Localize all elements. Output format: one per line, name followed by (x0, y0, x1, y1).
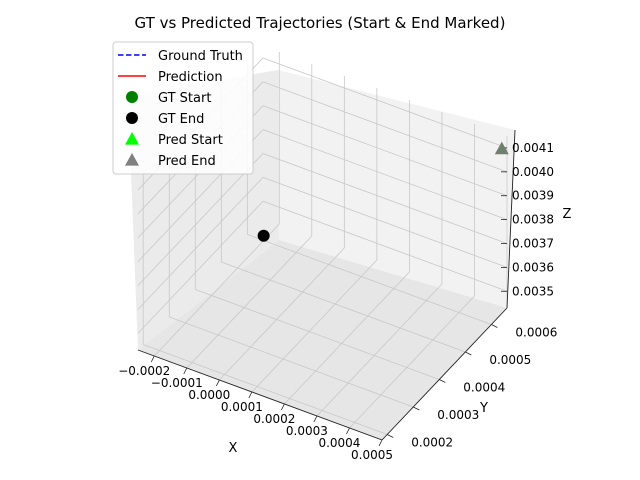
legend-label: Pred End (158, 154, 216, 169)
x-axis-ticks: −0.0002−0.00010.00000.00010.00020.00030.… (118, 355, 393, 462)
legend-entry-ground-truth: Ground Truth (118, 49, 243, 64)
y-tick-label: 0.0003 (437, 408, 479, 422)
legend-box (112, 41, 254, 175)
z-tick-label: 0.0036 (512, 260, 554, 274)
x-axis-label: X (229, 441, 238, 456)
legend-entry-gt-end: GT End (126, 112, 204, 127)
x-tick-label: 0.0002 (253, 412, 295, 426)
legend-swatch (125, 132, 139, 145)
legend-swatch (126, 112, 138, 124)
y-tick-label: 0.0005 (489, 353, 531, 367)
x-tick-label: −0.0001 (151, 376, 203, 390)
x-tick-label: 0.0000 (188, 388, 230, 402)
z-tick-label: 0.0041 (512, 141, 554, 155)
legend-entry-gt-start: GT Start (126, 91, 211, 106)
x-tick-label: 0.0003 (286, 424, 328, 438)
legend-label: Pred Start (158, 133, 223, 148)
legend-label: Ground Truth (158, 49, 243, 64)
data-points (257, 141, 509, 242)
z-tick-label: 0.0037 (512, 237, 554, 251)
y-tick-label: 0.0002 (411, 436, 453, 450)
x-tick-label: 0.0001 (221, 400, 263, 414)
legend-entry-pred-start: Pred Start (125, 132, 223, 148)
z-tick-label: 0.0038 (512, 213, 554, 227)
x-tick-label: 0.0005 (351, 448, 393, 462)
x-tick-label: −0.0002 (118, 364, 170, 378)
z-axis-ticks: 0.0035 0.0036 0.0037 0.0038 0.0039 0.0040 0.00… (501, 141, 554, 298)
axis-edges (137, 129, 516, 441)
legend-label: Prediction (158, 70, 223, 85)
legend-swatch (125, 153, 139, 166)
y-axis-label: Y (479, 401, 488, 416)
legend-label: GT Start (158, 91, 211, 106)
legend: Ground Truth Prediction GT Start GT End Pred… (112, 41, 254, 175)
legend-swatch (126, 91, 138, 103)
legend-label: GT End (158, 112, 204, 127)
y-axis-ticks: 0.0002 0.0003 0.0004 0.0005 0.0006 (387, 324, 557, 450)
y-tick-label: 0.0006 (515, 326, 557, 340)
chart-title: GT vs Predicted Trajectories (Start & En… (135, 14, 506, 32)
z-axis-label: Z (563, 207, 572, 222)
x-tick-label: 0.0004 (318, 436, 360, 450)
gt-end-marker (257, 229, 270, 242)
floor-pane (138, 240, 507, 440)
legend-entry-prediction: Prediction (118, 70, 223, 85)
pred-end-marker (494, 141, 509, 155)
z-tick-label: 0.0039 (512, 189, 554, 203)
y-tick-label: 0.0004 (463, 381, 505, 395)
z-tick-label: 0.0035 (512, 284, 554, 298)
z-tick-label: 0.0040 (512, 165, 554, 179)
legend-entry-pred-end: Pred End (125, 153, 216, 169)
